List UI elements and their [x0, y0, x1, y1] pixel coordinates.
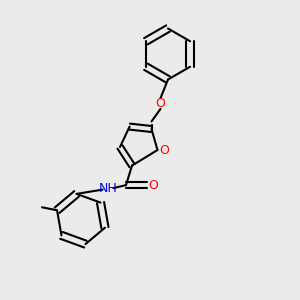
Text: O: O [149, 178, 158, 192]
Text: NH: NH [99, 182, 117, 195]
Text: O: O [159, 143, 169, 157]
Text: O: O [156, 97, 165, 110]
